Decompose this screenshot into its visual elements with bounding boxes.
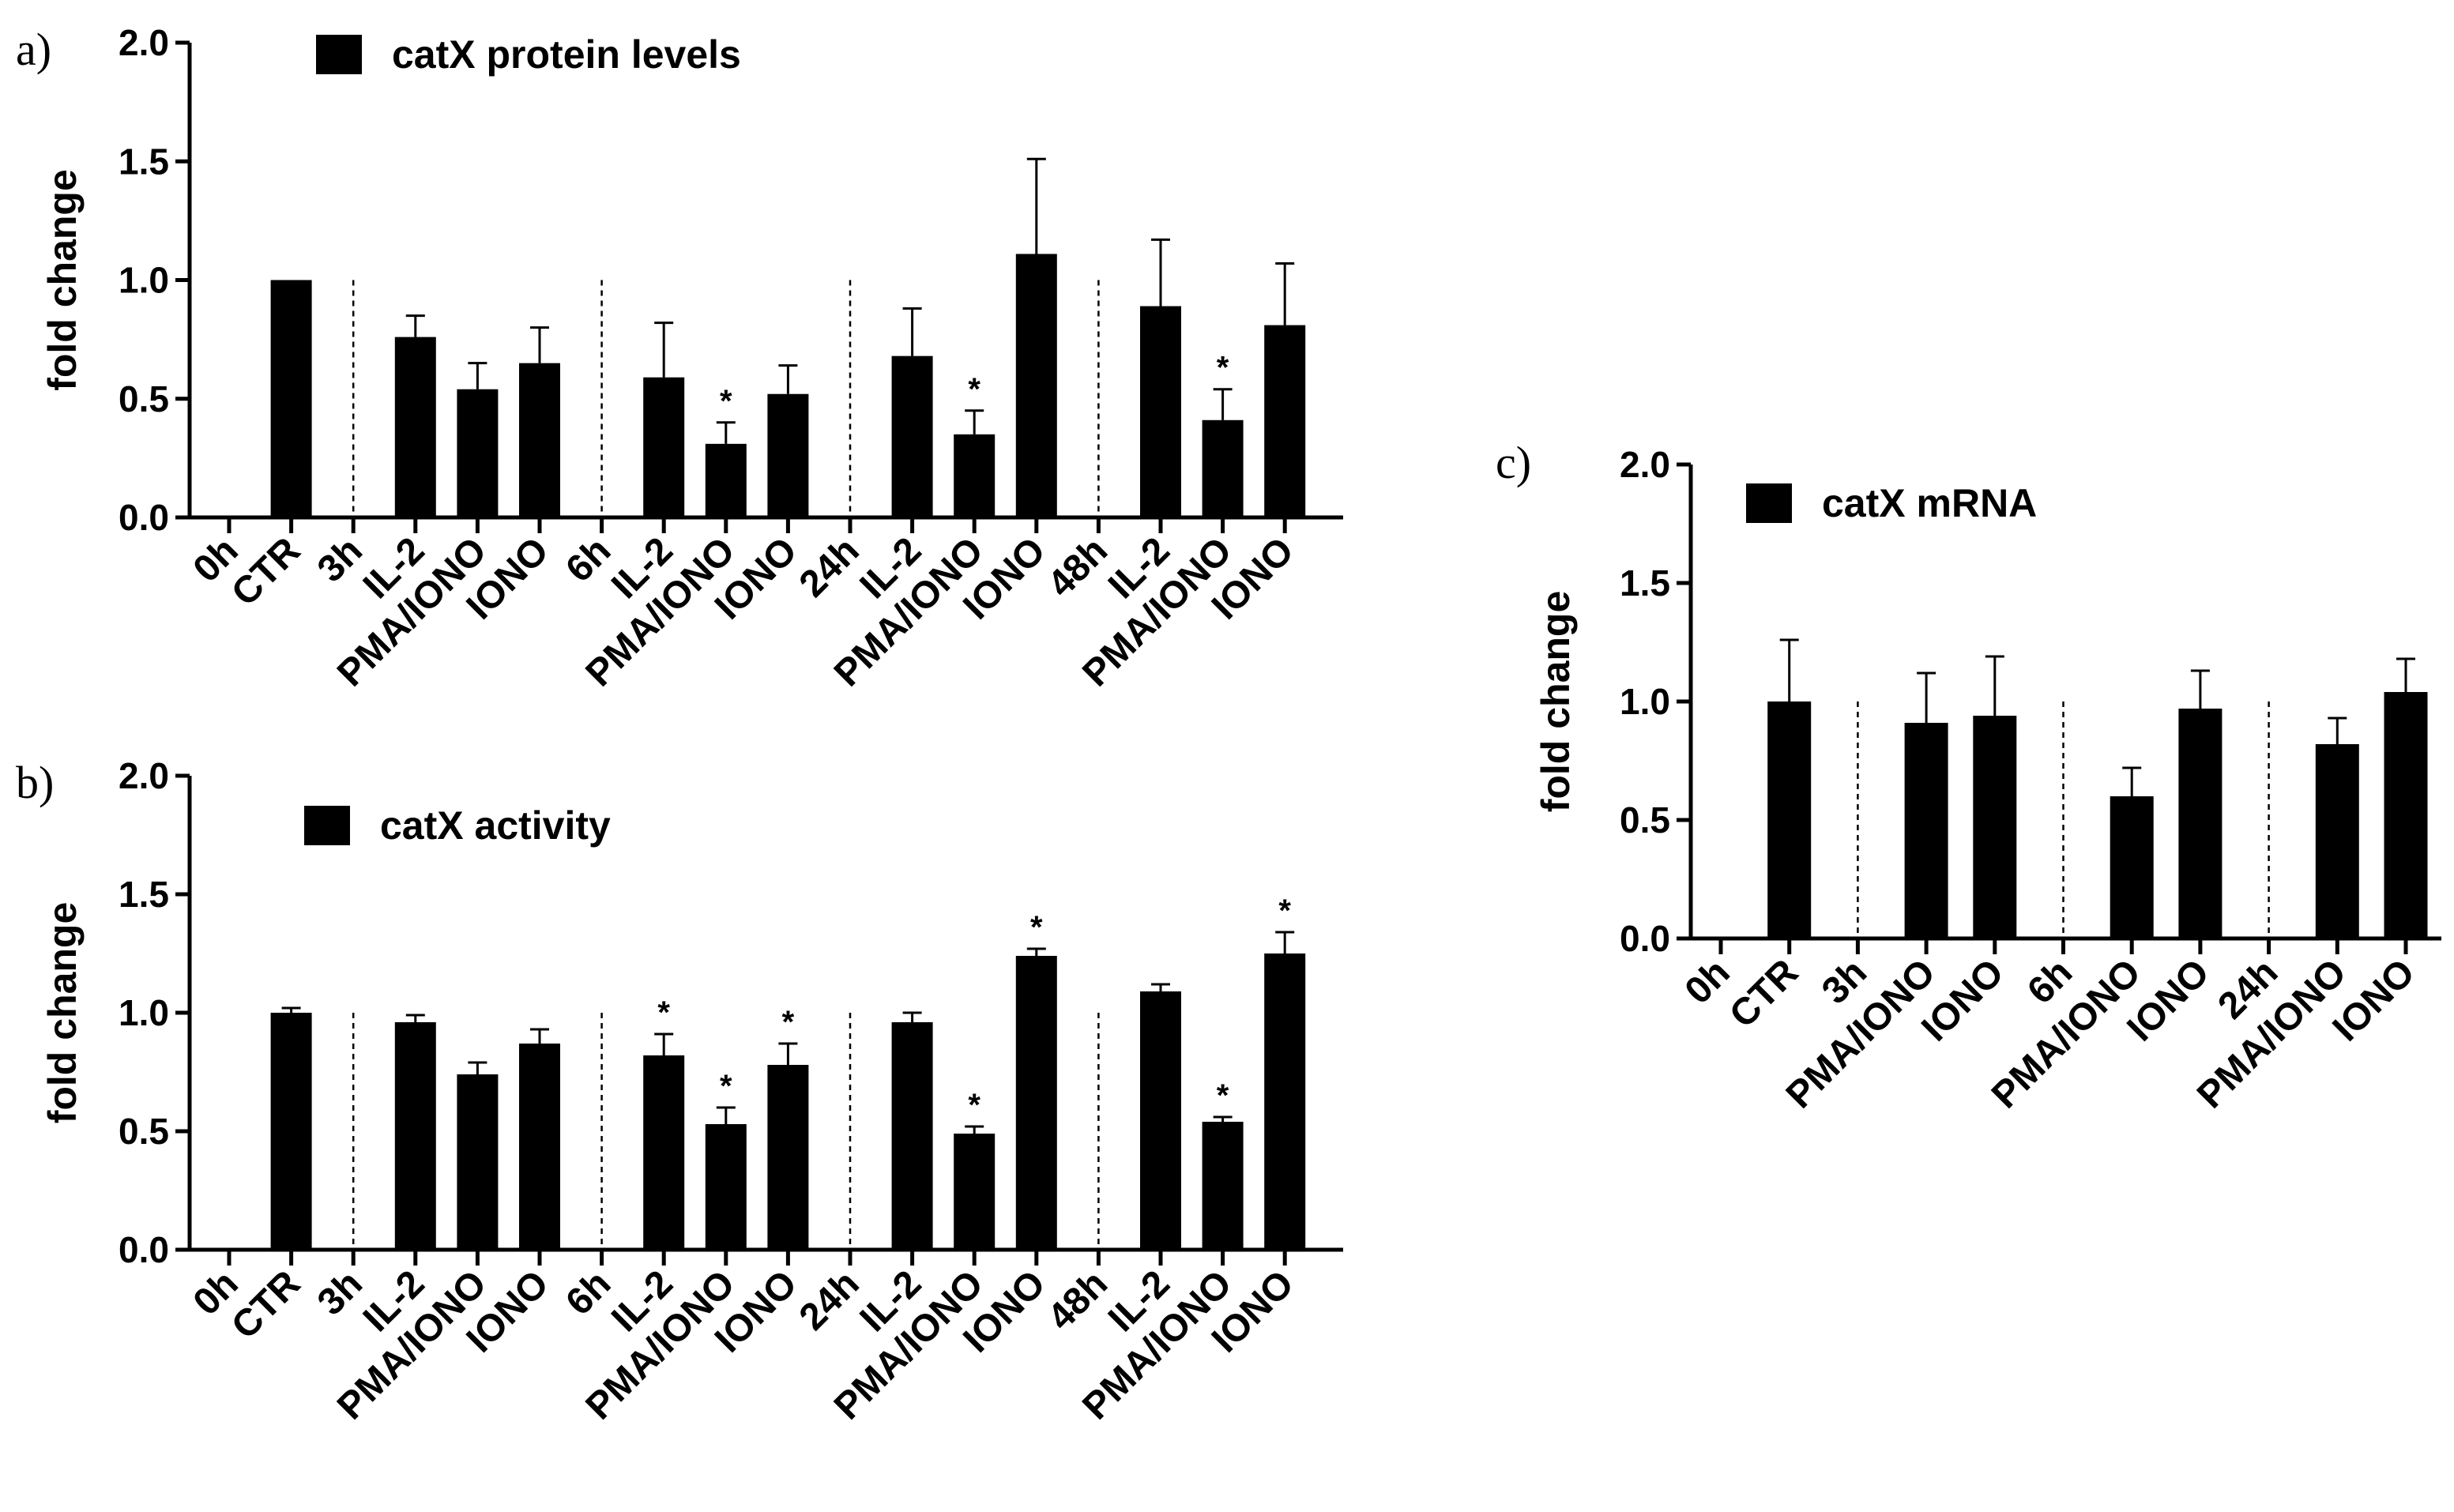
significance-marker: * — [720, 1069, 732, 1104]
y-axis-title: fold change — [40, 169, 85, 391]
y-tick-label: 0.5 — [119, 1111, 169, 1152]
bar — [1202, 419, 1244, 517]
bar — [1973, 716, 2017, 938]
legend-label: catX activity — [380, 803, 611, 848]
bar — [1015, 956, 1057, 1250]
bar — [643, 377, 685, 517]
x-tick-label: 24h — [792, 529, 868, 605]
legend-swatch — [316, 35, 362, 74]
y-tick-label: 1.0 — [119, 260, 169, 301]
y-axis-title: fold change — [1534, 591, 1578, 813]
significance-marker: * — [968, 1088, 980, 1123]
bar — [705, 443, 747, 517]
legend-label: catX mRNA — [1822, 481, 2037, 525]
y-tick-label: 0.0 — [119, 1229, 169, 1270]
bar — [2315, 744, 2359, 938]
x-tick-label: 24h — [792, 1262, 868, 1338]
x-tick-label: CTR — [1722, 951, 1806, 1036]
x-tick-label: 48h — [1040, 1262, 1116, 1338]
bar — [1015, 254, 1057, 517]
y-tick-label: 1.5 — [119, 141, 169, 182]
bar — [519, 363, 560, 517]
y-tick-label: 1.5 — [1620, 562, 1670, 604]
bar — [1140, 306, 1181, 517]
bar — [270, 280, 312, 517]
bar — [2110, 796, 2154, 938]
bar — [767, 1065, 809, 1250]
bar — [394, 1022, 436, 1250]
significance-marker: * — [1217, 351, 1229, 386]
bar — [394, 337, 436, 517]
panel-letter: b) — [16, 757, 54, 808]
bar — [2178, 709, 2223, 938]
bar — [767, 393, 809, 517]
bar — [1904, 723, 1948, 938]
bar — [954, 1134, 996, 1250]
bar — [643, 1055, 685, 1250]
significance-marker: * — [782, 1005, 795, 1040]
legend-label: catX protein levels — [392, 32, 741, 77]
x-tick-label: 48h — [1040, 529, 1116, 605]
bar — [954, 434, 996, 517]
bar — [457, 389, 499, 517]
y-tick-label: 1.0 — [1620, 681, 1670, 722]
bar — [519, 1044, 560, 1250]
y-tick-label: 1.5 — [119, 874, 169, 915]
y-tick-label: 0.5 — [119, 378, 169, 419]
legend-swatch — [1746, 483, 1792, 523]
bar — [457, 1074, 499, 1250]
legend-swatch — [304, 806, 350, 845]
significance-marker: * — [1030, 910, 1043, 945]
significance-marker: * — [720, 384, 732, 419]
bar — [891, 1022, 933, 1250]
bar — [2384, 692, 2428, 938]
bar — [270, 1013, 312, 1250]
y-tick-label: 0.5 — [1620, 799, 1670, 841]
bar — [705, 1124, 747, 1250]
bar — [1264, 953, 1306, 1250]
y-tick-label: 1.0 — [119, 992, 169, 1033]
x-tick-label: CTR — [224, 529, 308, 614]
significance-marker: * — [1217, 1078, 1229, 1113]
panel-letter: c) — [1496, 437, 1531, 488]
bar — [1264, 325, 1306, 517]
bar — [1767, 701, 1812, 938]
bar — [1140, 991, 1181, 1250]
significance-marker: * — [968, 372, 980, 407]
significance-marker: * — [1278, 893, 1291, 928]
y-tick-label: 2.0 — [119, 755, 169, 796]
y-tick-label: 2.0 — [119, 22, 169, 63]
x-tick-label: CTR — [224, 1262, 308, 1347]
bar — [1202, 1122, 1244, 1250]
y-axis-title: fold change — [40, 902, 85, 1124]
y-tick-label: 2.0 — [1620, 444, 1670, 485]
panel-letter: a) — [16, 24, 51, 75]
y-tick-label: 0.0 — [1620, 918, 1670, 959]
significance-marker: * — [657, 995, 670, 1030]
y-tick-label: 0.0 — [119, 497, 169, 538]
bar — [891, 355, 933, 517]
